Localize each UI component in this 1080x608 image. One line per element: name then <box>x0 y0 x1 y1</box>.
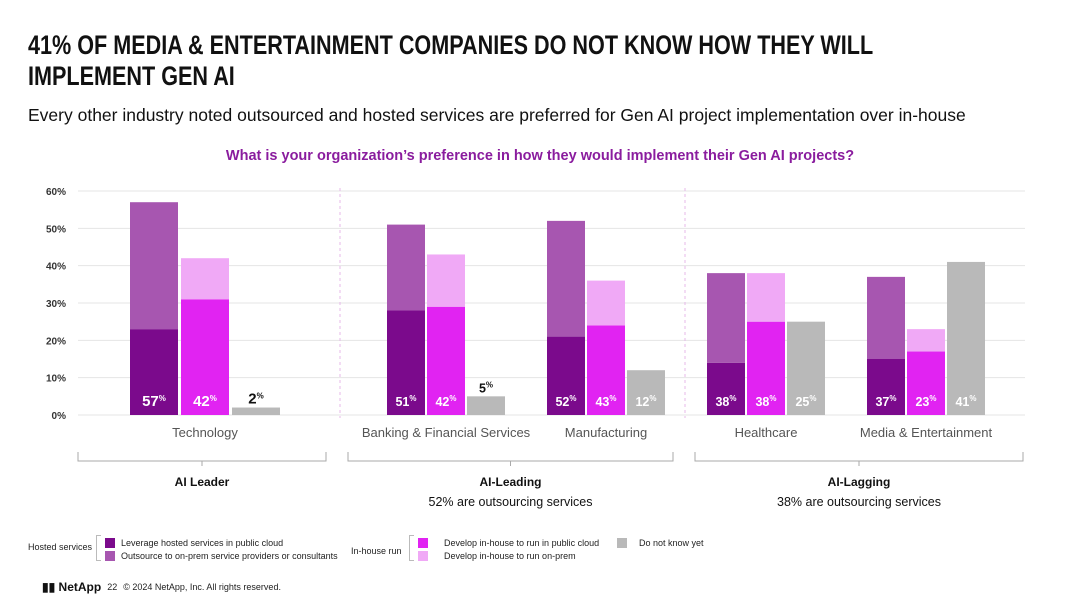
bar-segment <box>587 280 625 326</box>
group-bracket <box>77 452 327 466</box>
title-line-1: 41% OF MEDIA & ENTERTAINMENT COMPANIES D… <box>28 30 874 60</box>
bar-segment <box>547 336 585 415</box>
y-tick-label: 10% <box>46 374 66 385</box>
legend-inhouse-group-label: In-house run <box>351 546 402 556</box>
bar-segment <box>130 202 178 330</box>
bar-segment <box>787 321 825 415</box>
data-label: 2% <box>248 391 263 408</box>
copyright: © 2024 NetApp, Inc. All rights reserved. <box>123 582 281 592</box>
y-tick-label: 40% <box>46 262 66 273</box>
bar-segment <box>547 220 585 337</box>
bar-segment <box>467 396 505 415</box>
y-tick-label: 30% <box>46 299 66 310</box>
legend-item: Develop in-house to run in public cloud <box>418 536 599 549</box>
legend-hosted: Leverage hosted services in public cloud… <box>105 536 338 562</box>
y-tick-label: 60% <box>46 187 66 198</box>
footer: ▮▮ NetApp 22 © 2024 NetApp, Inc. All rig… <box>42 580 281 594</box>
legend-swatch <box>418 537 428 548</box>
legend-inhouse: Develop in-house to run in public cloud … <box>418 536 599 562</box>
chart-title: What is your organization’s preference i… <box>225 148 855 164</box>
bar-segment <box>907 329 945 352</box>
bar-segment <box>707 273 745 363</box>
legend-label: Develop in-house to run on-prem <box>444 550 576 561</box>
legend-swatch <box>418 550 428 561</box>
legend-swatch <box>105 537 115 548</box>
category-label: Banking & Financial Services <box>362 425 531 440</box>
group-label: AI-Lagging <box>828 475 891 489</box>
bar-segment <box>232 407 280 415</box>
bar-segment <box>627 370 665 415</box>
legend-item: Do not know yet <box>617 536 704 549</box>
bar-segment <box>387 310 425 415</box>
legend-label: Do not know yet <box>639 537 704 548</box>
bar-segment <box>587 325 625 415</box>
bar-segment <box>130 329 178 415</box>
bar-segment <box>867 276 905 359</box>
group-note: 38% are outsourcing services <box>777 495 941 509</box>
bar-segment <box>947 261 985 415</box>
legend-label: Leverage hosted services in public cloud <box>121 537 284 548</box>
legend-item: Leverage hosted services in public cloud <box>105 536 338 549</box>
bar-segment <box>747 321 785 415</box>
category-label: Manufacturing <box>565 425 647 440</box>
bar-segment <box>181 299 229 415</box>
legend-label: Outsource to on-prem service providers o… <box>121 550 338 561</box>
group-note: 52% are outsourcing services <box>429 495 593 509</box>
legend-bracket <box>409 535 414 561</box>
bar-segment <box>907 351 945 415</box>
group-bracket <box>347 452 674 466</box>
bar-segment <box>707 362 745 415</box>
group-bracket <box>694 452 1024 466</box>
legend-hosted-group-label: Hosted services <box>28 542 93 552</box>
y-tick-label: 50% <box>46 224 66 235</box>
netapp-logo: ▮▮ NetApp <box>42 580 102 594</box>
legend-item: Outsource to on-prem service providers o… <box>105 549 338 562</box>
bar-segment <box>427 306 465 415</box>
y-tick-label: 0% <box>52 411 67 422</box>
bar-segment <box>747 273 785 322</box>
bar-segment <box>387 224 425 311</box>
page-subtitle: Every other industry noted outsourced an… <box>28 105 966 125</box>
page-number: 22 <box>107 582 118 592</box>
logo-text: NetApp <box>58 580 102 594</box>
page-title: 41% OF MEDIA & ENTERTAINMENT COMPANIES D… <box>28 30 873 92</box>
category-label: Media & Entertainment <box>860 425 993 440</box>
group-label: AI-Leading <box>480 475 542 489</box>
bar-segment <box>181 258 229 300</box>
legend-bracket <box>96 535 101 561</box>
category-label: Healthcare <box>735 425 798 440</box>
group-label: AI Leader <box>175 475 230 489</box>
bar-chart: 0%10%20%30%40%50%60%57% 42% 2%Technology51… <box>46 187 1025 509</box>
data-label: 5% <box>479 380 493 395</box>
bar-segment <box>427 254 465 307</box>
legend-item: Develop in-house to run on-prem <box>418 549 599 562</box>
bar-segment <box>867 359 905 415</box>
title-line-2: IMPLEMENT GEN AI <box>28 61 235 91</box>
y-tick-label: 20% <box>46 336 66 347</box>
legend-swatch <box>617 537 627 548</box>
category-label: Technology <box>172 425 238 440</box>
legend-unknown: Do not know yet <box>617 536 704 549</box>
legend-swatch <box>105 550 115 561</box>
legend-label: Develop in-house to run in public cloud <box>444 537 600 548</box>
